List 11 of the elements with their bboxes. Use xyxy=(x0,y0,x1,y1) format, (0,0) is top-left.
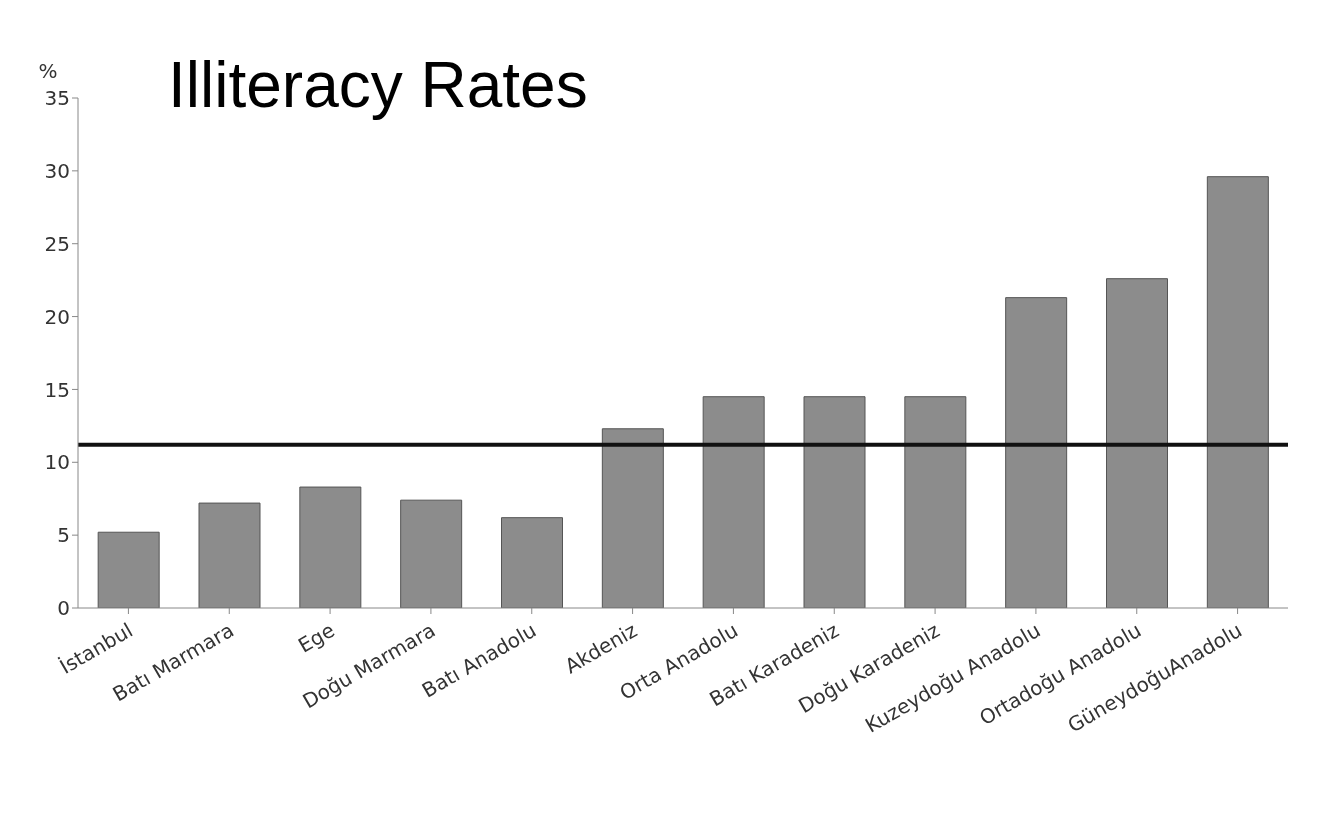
y-tick-label: 0 xyxy=(57,596,70,621)
y-tick-label: 5 xyxy=(57,523,70,548)
chart-title: Illiteracy Rates xyxy=(158,48,598,122)
y-tick-label: 35 xyxy=(44,86,70,111)
y-tick-label: 25 xyxy=(44,231,70,256)
y-axis-title: % xyxy=(38,59,58,83)
x-tick-label: Ege xyxy=(293,617,339,658)
y-tick-label: 30 xyxy=(44,158,70,183)
y-tick-label: 10 xyxy=(44,450,70,475)
y-tick-label: 15 xyxy=(44,377,70,402)
y-tick-label: 20 xyxy=(44,304,70,329)
